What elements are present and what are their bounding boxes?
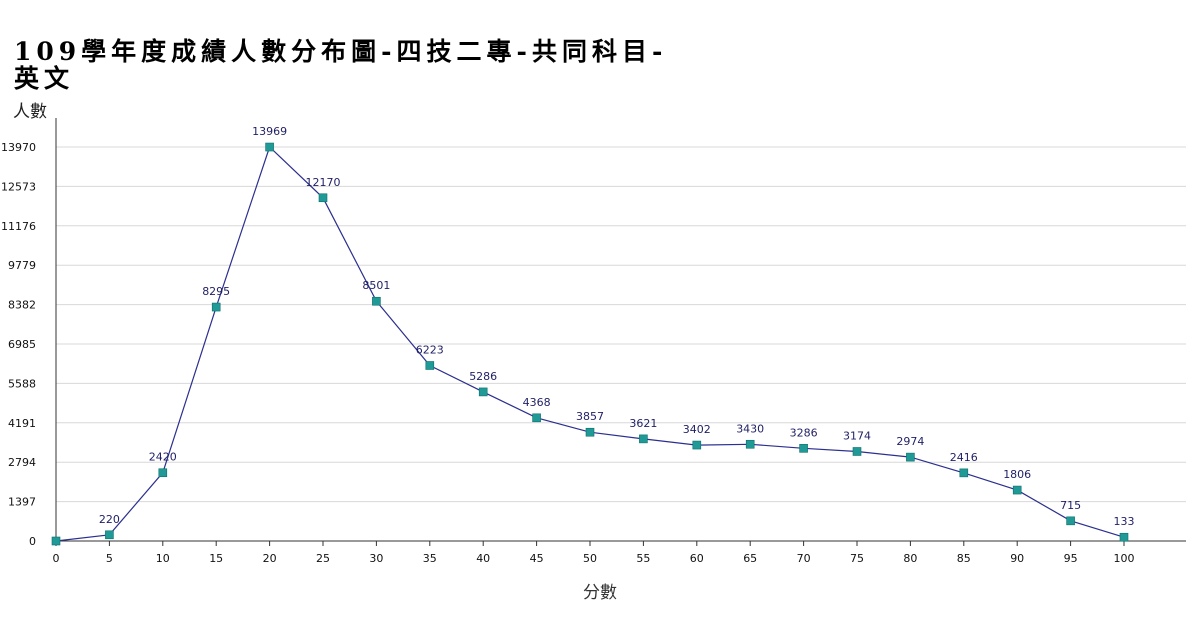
data-point	[585, 427, 595, 437]
data-label: 5286	[469, 370, 497, 383]
x-tick-label: 25	[316, 552, 330, 565]
y-tick-label: 12573	[1, 180, 36, 193]
data-point	[1119, 532, 1129, 542]
data-label: 3621	[629, 417, 657, 430]
y-tick-label: 6985	[8, 338, 36, 351]
x-tick-label: 40	[476, 552, 490, 565]
data-label: 4368	[523, 396, 551, 409]
data-label: 3286	[790, 426, 818, 439]
x-tick-label: 80	[903, 552, 917, 565]
y-tick-label: 0	[29, 535, 36, 548]
data-point	[1012, 485, 1022, 495]
data-label: 1806	[1003, 468, 1031, 481]
data-label: 2974	[896, 435, 924, 448]
data-point	[1066, 516, 1075, 526]
x-tick-label: 10	[156, 552, 170, 565]
y-tick-label: 2794	[8, 456, 36, 469]
y-axis-label: 人數	[13, 102, 47, 122]
x-tick-label: 30	[369, 552, 383, 565]
x-tick-label: 85	[957, 552, 971, 565]
data-label: 12170	[306, 176, 341, 189]
x-tick-label: 55	[636, 552, 650, 565]
y-tick-label: 11176	[1, 220, 36, 233]
data-point	[318, 193, 328, 203]
data-point	[51, 536, 61, 546]
x-tick-label: 95	[1064, 552, 1078, 565]
data-point	[852, 447, 862, 456]
data-label: 3174	[843, 429, 871, 442]
y-tick-label: 4191	[8, 417, 36, 430]
data-point	[478, 387, 488, 397]
x-tick-label: 0	[53, 552, 60, 565]
data-point	[906, 452, 915, 462]
data-point	[959, 468, 969, 478]
y-tick-label: 8382	[8, 299, 36, 312]
axes	[55, 118, 1186, 546]
grid-lines	[56, 146, 1186, 503]
y-tick-label: 9779	[8, 259, 36, 272]
x-tick-label: 5	[106, 552, 113, 565]
y-tick-label: 5588	[8, 377, 36, 390]
data-point	[158, 468, 168, 478]
y-tick-label: 1397	[8, 496, 36, 509]
x-tick-label: 90	[1010, 552, 1024, 565]
series-markers	[51, 142, 1129, 546]
data-point	[692, 440, 702, 450]
data-label: 220	[99, 513, 120, 526]
data-point	[105, 530, 114, 540]
data-label: 6223	[416, 343, 444, 356]
data-label: 715	[1060, 499, 1081, 512]
data-point	[745, 439, 755, 449]
x-tick-label: 15	[209, 552, 223, 565]
x-tick-label: 75	[850, 552, 864, 565]
data-label: 2420	[149, 451, 177, 464]
data-label: 13969	[252, 125, 287, 138]
data-label: 2416	[950, 451, 978, 464]
data-point	[372, 296, 381, 306]
x-axis-label: 分數	[583, 583, 617, 603]
data-label: 3857	[576, 410, 604, 423]
data-point	[425, 361, 435, 370]
data-labels: 220 2420 8295 13969 12170 8501 6223 5286 4368 385…	[99, 125, 1135, 528]
data-point	[639, 434, 648, 444]
x-tick-label: 60	[690, 552, 704, 565]
data-label: 3430	[736, 422, 764, 435]
y-tick-label: 13970	[1, 141, 36, 154]
chart-title: 109學年度成績人數分布圖-四技二專-共同科目-英文	[14, 37, 668, 93]
data-point	[211, 302, 221, 312]
data-label: 3402	[683, 423, 711, 436]
data-point	[799, 444, 808, 453]
x-tick-label: 20	[263, 552, 277, 565]
data-label: 133	[1114, 515, 1135, 528]
data-point	[532, 413, 541, 423]
x-tick-label: 50	[583, 552, 597, 565]
data-label: 8501	[362, 279, 390, 292]
x-tick-label: 100	[1114, 552, 1135, 565]
x-tick-label: 65	[743, 552, 757, 565]
y-tick-labels: 0 1397 2794 4191 5588 6985 8382 9779 11176 12573 1…	[1, 141, 36, 548]
x-tick-label: 35	[423, 552, 437, 565]
data-label: 8295	[202, 285, 230, 298]
x-tick-labels: 0 5 10 15 20 25 30 35 40 45 50 55 60 65 70 75 80 85 90 95 10…	[53, 552, 1135, 565]
data-point	[265, 142, 274, 152]
x-tick-label: 70	[797, 552, 811, 565]
x-tick-label: 45	[530, 552, 544, 565]
